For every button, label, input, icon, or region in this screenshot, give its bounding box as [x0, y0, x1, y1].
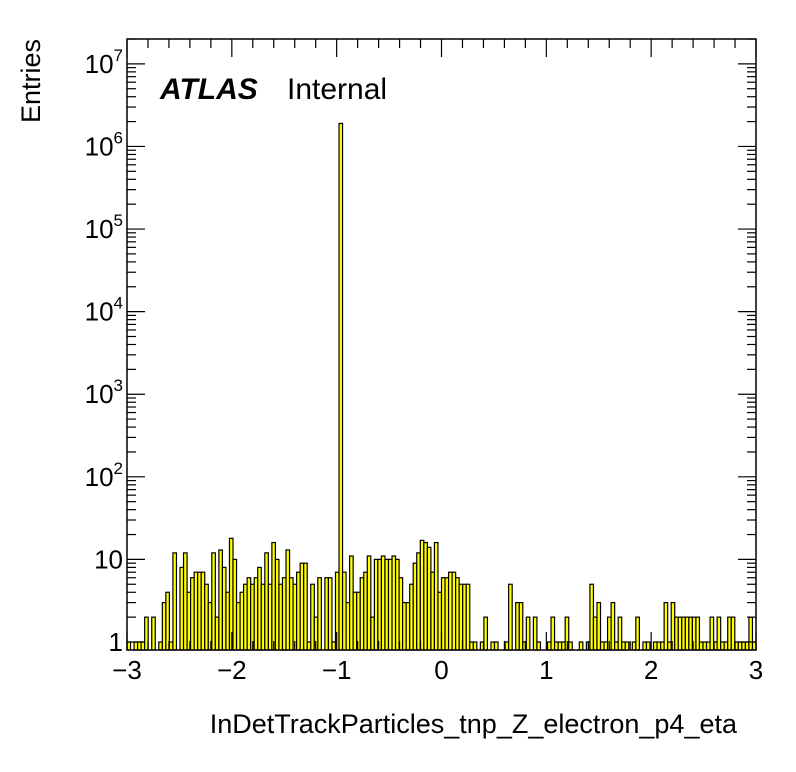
- histogram-bin: [151, 616, 156, 651]
- histogram-bin: [338, 122, 344, 651]
- histogram-bin: [493, 641, 499, 651]
- histogram-bin: [624, 641, 630, 651]
- histogram-bin: [578, 641, 584, 651]
- histogram-bin: [327, 577, 333, 651]
- x-tick-label: −2: [217, 655, 247, 685]
- x-tick-label: 1: [539, 655, 553, 685]
- histogram-bin: [635, 616, 640, 651]
- histogram-bin: [465, 583, 471, 651]
- x-tick-label: −3: [112, 655, 142, 685]
- atlas-label: ATLAS: [159, 73, 258, 106]
- y-axis-title: Entries: [16, 39, 46, 123]
- histogram-bin: [483, 616, 489, 651]
- histogram-bin: [645, 641, 651, 651]
- y-tick-label: 105: [85, 211, 123, 244]
- x-tick-label: 0: [434, 655, 448, 685]
- internal-label: Internal: [287, 73, 387, 106]
- y-tick-label: 107: [85, 46, 123, 79]
- x-tick-label: 3: [749, 655, 763, 685]
- histogram-bin: [508, 583, 513, 651]
- histogram-bin: [568, 641, 573, 651]
- x-tick-label: 2: [644, 655, 658, 685]
- y-tick-label: 102: [85, 459, 123, 492]
- y-axis-tick-labels: 1 10 102 103 104 105 106 107: [85, 46, 123, 657]
- x-tick-label: −1: [322, 655, 352, 685]
- x-axis-title: InDetTrackParticles_tnp_Z_electron_p4_et…: [210, 709, 738, 739]
- histogram-bin: [536, 641, 542, 651]
- y-tick-label: 104: [85, 294, 123, 327]
- y-axis-ticks: [127, 38, 756, 643]
- y-tick-label: 103: [85, 376, 123, 409]
- y-tick-label: 10: [94, 544, 123, 574]
- x-axis-ticks: [126, 39, 757, 650]
- histogram-bin: [172, 552, 178, 651]
- histogram-bin: [317, 577, 322, 651]
- x-axis-tick-labels: −3 −2 −1 0 1 2 3: [112, 655, 763, 685]
- histogram-bin: [472, 641, 478, 651]
- y-tick-label: 106: [85, 128, 123, 161]
- histogram-bin: [303, 562, 308, 651]
- y-tick-label: 1: [109, 627, 123, 657]
- histogram-bin: [525, 616, 531, 651]
